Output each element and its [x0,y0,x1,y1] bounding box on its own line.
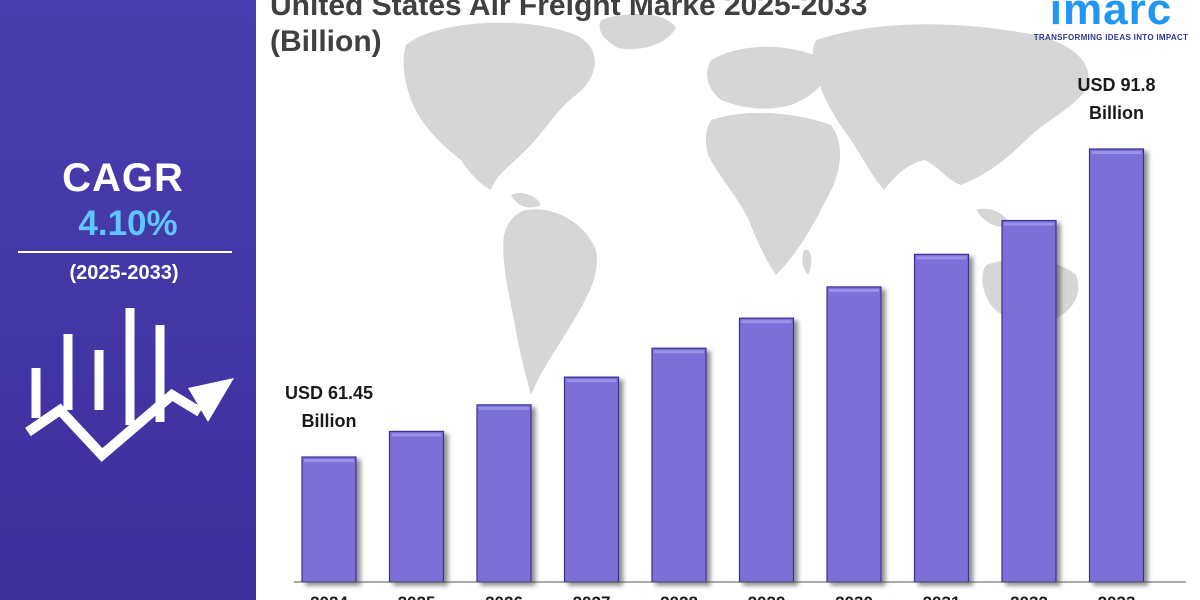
bar-highlight-2028 [654,350,704,354]
x-tick-label-2024: 2024 [310,593,348,600]
x-tick-label-2029: 2029 [748,593,786,600]
logo-tagline: TRANSFORMING IDEAS INTO IMPACT [1033,33,1189,42]
x-tick-label-2032: 2032 [1010,593,1048,600]
cagr-value: 4.10% [78,204,178,243]
chart-area: United States Air Freight Marke 2025-203… [256,0,1200,600]
x-tick-label-2026: 2026 [485,593,523,600]
world-map-icon [403,13,1099,395]
bar-2028 [651,347,707,583]
x-tick-label-2033: 2033 [1098,593,1136,600]
x-tick-label-2027: 2027 [573,593,611,600]
bar-highlight-2031 [916,256,967,260]
title-line-1: United States Air Freight Marke 2025-203… [270,0,868,22]
bar-highlight-2030 [829,288,879,292]
bar-2027 [563,376,620,583]
bar-highlight-2032 [1004,222,1054,226]
bar-highlight-2025 [391,433,442,437]
cagr-divider [18,251,232,253]
bar-growth-arrow-icon [25,308,234,462]
bar-2026 [476,404,532,583]
bar-highlight-2027 [566,379,617,383]
bar-2029 [738,317,795,583]
x-tick-label-2025: 2025 [398,593,436,600]
chart-title: United States Air Freight Marke 2025-203… [270,0,1030,60]
imarc-logo: imarc TRANSFORMING IDEAS INTO IMPACT [1026,0,1196,42]
bar-highlight-2033 [1091,151,1142,154]
data-label-2033-line2: Billion [1089,103,1144,123]
bar-2025 [388,430,445,583]
x-tick-label-2031: 2031 [923,593,961,600]
bar-2032 [1001,219,1057,583]
x-tick-label-2028: 2028 [660,593,698,600]
bar-2024 [301,456,357,583]
data-label-2033-line1: USD 91.8 [1077,75,1155,95]
cagr-sidebar: CAGR 4.10% (2025-2033) [0,0,256,600]
data-label-2024-line2: Billion [302,411,357,431]
bar-2033 [1088,148,1145,583]
bar-highlight-2029 [741,320,792,324]
bar-2030 [826,286,882,583]
title-line-2: (Billion) [270,25,382,58]
bar-chart: 2024 2025 2026 2027 2028 2029 2030 2031 2032 2033… [285,75,1186,600]
bar-highlight-2026 [479,406,529,410]
bar-2031 [913,253,970,583]
x-tick-label-2030: 2030 [835,593,873,600]
cagr-period: (2025-2033) [69,262,179,284]
logo-word: imarc [1049,0,1173,34]
bar-highlight-2024 [304,459,354,462]
data-label-2024-line1: USD 61.45 [285,383,373,403]
cagr-label: CAGR [62,156,184,200]
